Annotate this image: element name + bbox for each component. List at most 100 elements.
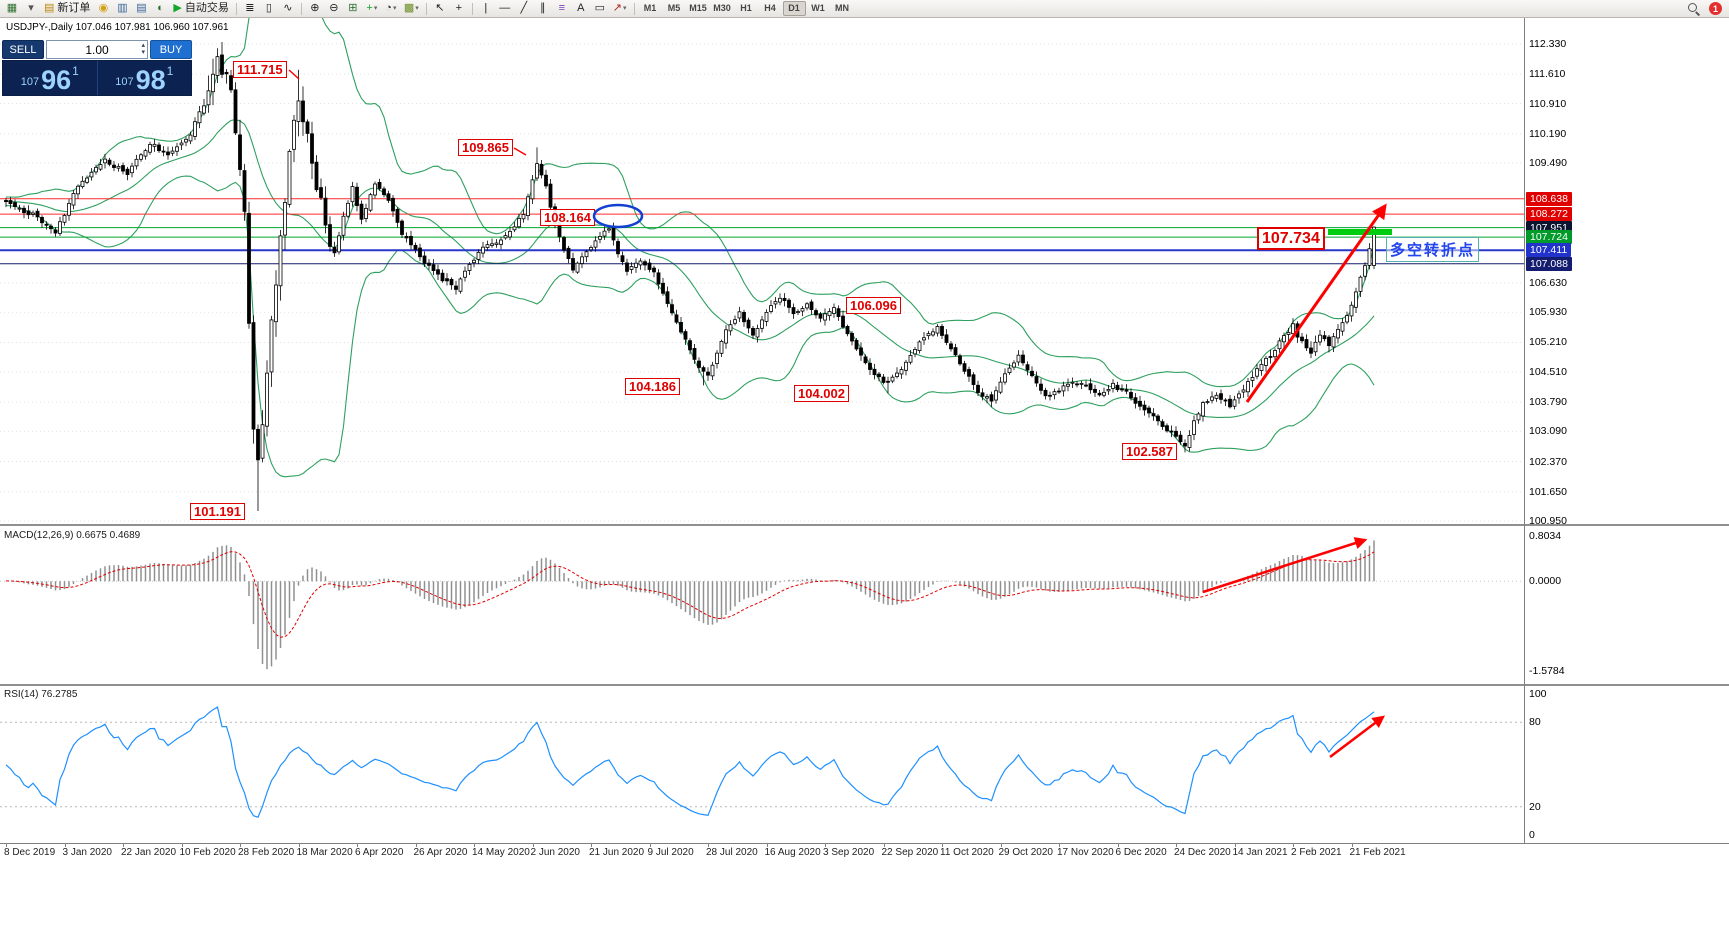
dropdown-arrow-icon[interactable]: ▾ [623,5,627,12]
candle-chart-icon[interactable]: ▯ [260,1,278,17]
buy-button[interactable]: BUY [150,40,192,59]
timeframe-d1-button[interactable]: D1 [782,1,806,16]
date-tick [474,844,475,847]
crosshair-icon[interactable]: + [450,1,468,17]
search-icon[interactable] [1687,2,1700,15]
fibonacci-icon: ≡ [558,2,565,14]
timeframe-w1-button[interactable]: W1 [811,3,825,13]
date-axis-label: 28 Jul 2020 [706,847,758,858]
timeframe-m15-button[interactable]: M15 [689,3,707,13]
date-tick [1293,844,1294,847]
zoom-out-icon: ⊖ [329,2,339,14]
cursor-icon[interactable]: ↖ [431,1,449,17]
date-axis-label: 6 Dec 2020 [1115,847,1167,858]
price-level-badge: 107.411 [1526,243,1572,258]
macd-panel-separator[interactable] [0,524,1729,526]
new-order-button: ▤ [44,2,55,14]
timeframe-m5-button[interactable]: M5 [667,3,681,13]
market-watch-icon[interactable]: ▥ [113,1,131,17]
rsi-panel[interactable] [0,686,1729,843]
data-window-icon[interactable]: ▤ [132,1,150,17]
timeframe-mn-button[interactable]: MN [835,3,850,13]
line-chart-icon[interactable]: ∿ [279,1,297,17]
window-menu-icon[interactable]: ▾ [22,1,40,17]
price-annotation-label[interactable]: 104.002 [794,385,849,402]
label-icon[interactable]: ▭ [591,1,609,17]
indicators-icon[interactable]: + ▾ [363,1,381,17]
autotrade-button[interactable]: ▶ 自动交易 [170,1,231,17]
text-icon[interactable]: A [572,1,590,17]
price-annotation-label[interactable]: 111.715 [233,61,287,78]
date-tick [1351,844,1353,847]
timeframe-m1-button[interactable]: M1 [643,3,657,13]
date-axis-label: 22 Jan 2020 [121,847,177,858]
price-axis: 112.330 111.610 110.910 110.190 109.490 106.6… [1524,18,1728,527]
price-axis-label: 112.330 [1529,38,1567,50]
sell-price-display[interactable]: 107 96 1 [3,61,97,95]
price-annotation-label[interactable]: 101.191 [190,503,245,520]
volume-decrease-icon[interactable]: ▾ [141,49,145,56]
vertical-line-icon[interactable]: | [477,1,495,17]
sell-button[interactable]: SELL [2,40,44,59]
volume-input[interactable]: 1.00 ▴ ▾ [46,40,148,59]
history-center-icon[interactable]: ◐ [151,1,169,17]
price-annotation-label[interactable]: 108.164 [540,209,595,226]
sound-icon[interactable]: ◉ [94,1,112,17]
horizontal-line-icon[interactable]: — [496,1,514,17]
periods-icon[interactable]: ◔ ▾ [382,1,400,17]
dropdown-arrow-icon[interactable]: ▾ [392,5,397,12]
arrows-icon[interactable]: ↗ ▾ [610,1,630,17]
price-annotation-label[interactable]: 109.865 [458,139,513,156]
tile-windows-icon[interactable]: ⊞ [344,1,362,17]
zoom-in-icon[interactable]: ⊕ [306,1,324,17]
trendline-icon[interactable]: ╱ [515,1,533,17]
price-level-badge: 108.272 [1526,207,1572,222]
templates-icon[interactable]: ▩ ▾ [401,1,422,17]
fibonacci-icon[interactable]: ≡ [553,1,571,17]
one-click-trading-panel: SELL 1.00 ▴ ▾ BUY 107 96 1 107 98 1 [2,40,192,96]
date-axis[interactable]: 8 Dec 2019 3 Jan 2020 22 Jan 2020 10 Feb 20… [0,843,1729,861]
chart-window-icon[interactable]: ▦ [3,1,21,17]
dropdown-arrow-icon[interactable]: ▾ [415,5,419,12]
zoom-out-icon[interactable]: ⊖ [325,1,343,17]
price-chart[interactable] [0,18,1729,524]
rsi-panel-separator[interactable] [0,684,1729,686]
dropdown-arrow-icon[interactable]: ▾ [373,5,378,12]
date-tick [64,844,66,847]
turning-point-note[interactable]: 多空转折点 [1386,237,1480,262]
autotrade-button: ▶ [173,2,182,14]
price-axis-label: 101.650 [1529,485,1567,498]
trade-controls-row: SELL 1.00 ▴ ▾ BUY [2,40,192,59]
macd-panel[interactable] [0,527,1729,684]
bar-chart-icon[interactable]: ≣ [241,1,259,17]
buy-price-display[interactable]: 107 98 1 [98,61,192,95]
volume-increase-icon[interactable]: ▴ [141,42,145,49]
date-axis-label: 21 Feb 2021 [1349,847,1406,858]
volume-stepper[interactable]: ▴ ▾ [141,42,145,56]
date-axis-label: 16 Aug 2020 [764,847,821,858]
channel-icon[interactable]: ∥ [534,1,552,17]
price-annotation-label[interactable]: 102.587 [1122,443,1177,460]
axis-separator-line [1524,18,1525,861]
rsi-axis-label: 80 [1529,716,1541,729]
price-annotation-label[interactable]: 104.186 [625,378,680,395]
price-annotation-label[interactable]: 106.096 [846,297,901,314]
market-watch-icon: ▥ [117,2,128,14]
new-order-button[interactable]: ▤ 新订单 [41,1,93,17]
chart-window: USDJPY-,Daily 107.046 107.981 106.960 10… [0,18,1729,943]
price-divider [96,61,98,95]
chart-window-icon: ▦ [6,2,18,14]
candle-chart-icon: ▯ [265,2,272,14]
date-axis-label: 21 Jun 2020 [589,847,645,858]
notification-badge[interactable]: 1 [1709,2,1722,15]
date-tick [942,844,943,847]
date-tick [708,844,709,847]
price-axis-label: 106.630 [1529,276,1567,289]
price-annotation-label[interactable]: 107.734 [1257,227,1325,250]
price-axis-label: 109.490 [1529,157,1567,170]
date-tick [883,844,885,847]
timeframe-h1-button[interactable]: H1 [740,3,752,13]
timeframe-m30-button[interactable]: M30 [713,3,731,13]
timeframe-h4-button[interactable]: H4 [764,3,776,13]
